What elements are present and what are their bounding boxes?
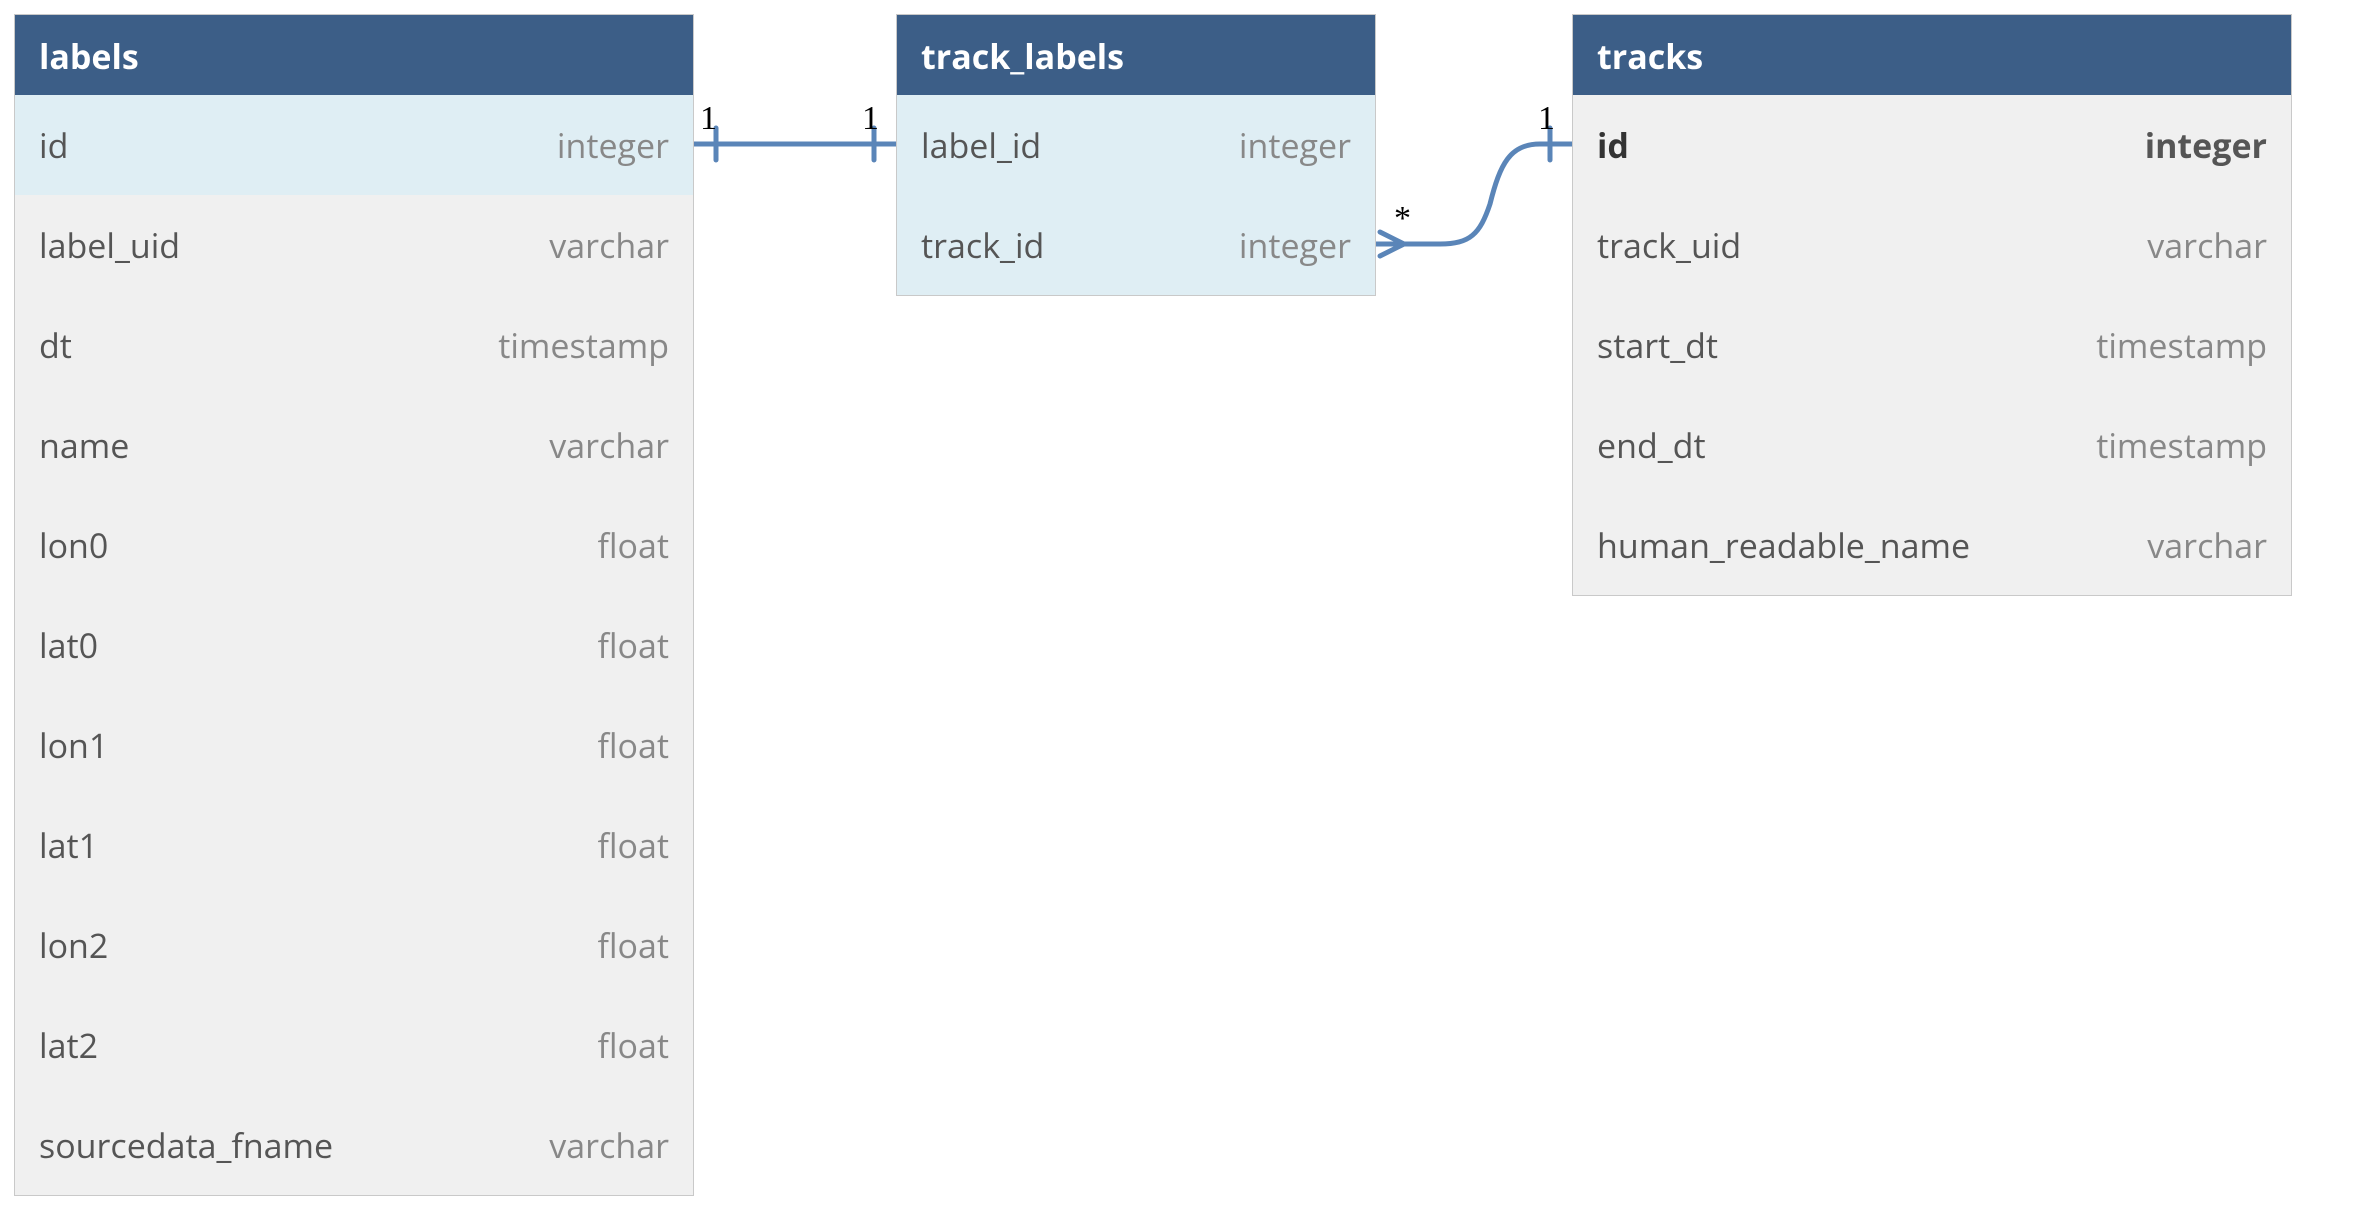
column-type: varchar [2147,222,2267,268]
entity-tracks-body: idintegertrack_uidvarcharstart_dttimesta… [1573,95,2291,595]
column-row: lat1 float [15,795,693,895]
column-type: varchar [549,1122,669,1168]
column-row: lon1 float [15,695,693,795]
column-name: human_readable_name [1597,522,1970,568]
column-row: end_dt timestamp [1573,395,2291,495]
entity-track-labels-header: track_labels [897,15,1375,95]
column-type: timestamp [2096,422,2267,468]
er-diagram-canvas: labels idintegerlabel_uidvarchardttimest… [0,0,2366,1222]
column-row: track_id integer [897,195,1375,295]
column-name: label_uid [39,222,180,268]
column-row: start_dt timestamp [1573,295,2291,395]
column-type: integer [2145,122,2267,168]
entity-labels-header: labels [15,15,693,95]
column-type: float [598,822,670,868]
column-name: track_uid [1597,222,1741,268]
column-name: lat0 [39,622,98,668]
column-name: track_id [921,222,1044,268]
column-name: id [1597,122,1629,168]
column-type: integer [557,122,669,168]
cardinality-label: 1 [862,100,879,138]
column-name: lon2 [39,922,108,968]
column-row: lat2 float [15,995,693,1095]
column-type: float [598,722,670,768]
entity-labels-body: idintegerlabel_uidvarchardttimestampname… [15,95,693,1195]
column-type: float [598,622,670,668]
column-type: varchar [549,222,669,268]
column-type: varchar [2147,522,2267,568]
column-name: start_dt [1597,322,1718,368]
column-row: lon2 float [15,895,693,995]
entity-tracks-header: tracks [1573,15,2291,95]
column-name: lat1 [39,822,98,868]
column-name: sourcedata_fname [39,1122,333,1168]
column-row: lon0 float [15,495,693,595]
cardinality-label: * [1394,200,1411,238]
cardinality-label: 1 [1538,100,1555,138]
cardinality-label: 1 [700,100,717,138]
column-row: sourcedata_fname varchar [15,1095,693,1195]
column-type: float [598,522,670,568]
column-row: label_id integer [897,95,1375,195]
entity-labels: labels idintegerlabel_uidvarchardttimest… [14,14,694,1196]
column-row: dt timestamp [15,295,693,395]
column-type: integer [1239,122,1351,168]
column-name: label_id [921,122,1041,168]
column-row: human_readable_name varchar [1573,495,2291,595]
column-name: lon0 [39,522,108,568]
column-type: timestamp [498,322,669,368]
column-type: float [598,1022,670,1068]
entity-track-labels: track_labels label_idintegertrack_idinte… [896,14,1376,296]
column-row: id integer [15,95,693,195]
column-name: lon1 [39,722,108,768]
column-row: track_uid varchar [1573,195,2291,295]
entity-track-labels-body: label_idintegertrack_idinteger [897,95,1375,295]
column-row: label_uid varchar [15,195,693,295]
column-name: end_dt [1597,422,1706,468]
column-name: id [39,122,68,168]
column-name: dt [39,322,72,368]
column-name: name [39,422,129,468]
column-name: lat2 [39,1022,98,1068]
entity-tracks: tracks idintegertrack_uidvarcharstart_dt… [1572,14,2292,596]
column-type: timestamp [2096,322,2267,368]
column-row: id integer [1573,95,2291,195]
column-type: float [598,922,670,968]
column-type: integer [1239,222,1351,268]
column-row: name varchar [15,395,693,495]
column-row: lat0 float [15,595,693,695]
column-type: varchar [549,422,669,468]
